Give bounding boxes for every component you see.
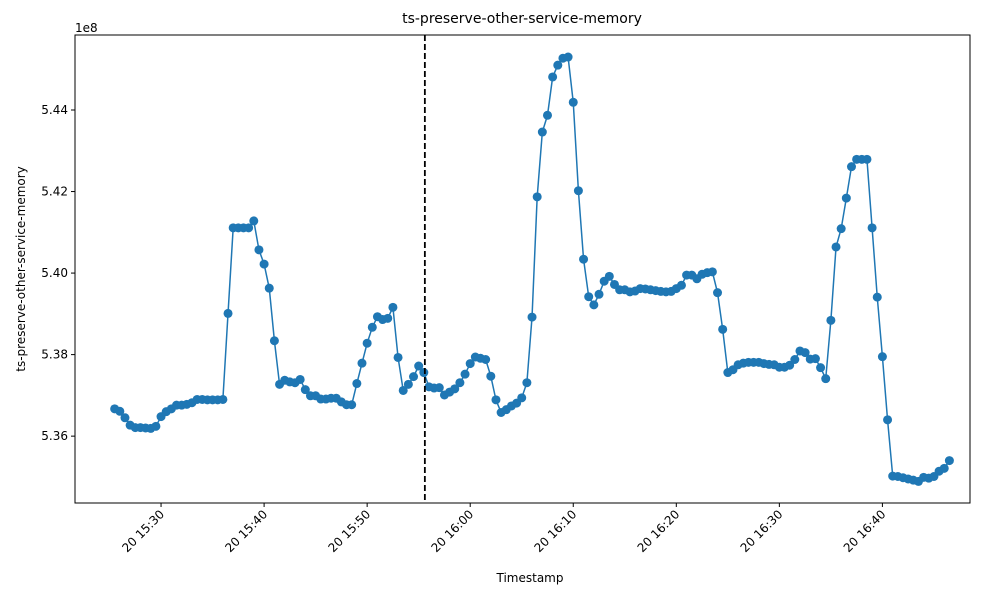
data-point bbox=[568, 97, 578, 107]
data-point bbox=[414, 361, 424, 371]
chart-title: ts-preserve-other-service-memory bbox=[402, 11, 642, 27]
data-point bbox=[259, 259, 269, 269]
y-tick-label: 5.44 bbox=[41, 103, 68, 117]
data-point bbox=[367, 322, 377, 332]
data-point bbox=[939, 463, 949, 473]
data-point bbox=[867, 223, 877, 233]
data-point bbox=[604, 271, 614, 281]
data-point bbox=[269, 336, 279, 346]
data-point bbox=[419, 368, 429, 378]
data-point bbox=[409, 372, 419, 382]
data-point bbox=[846, 162, 856, 172]
data-point bbox=[831, 242, 841, 252]
data-point bbox=[707, 267, 717, 277]
data-point bbox=[218, 394, 228, 404]
data-point bbox=[383, 313, 393, 323]
data-point bbox=[713, 288, 723, 298]
y-tick-label: 5.38 bbox=[41, 348, 68, 362]
data-point bbox=[548, 72, 558, 82]
data-point bbox=[244, 223, 254, 233]
data-point bbox=[460, 369, 470, 379]
data-point bbox=[883, 415, 893, 425]
data-point bbox=[594, 289, 604, 299]
data-point bbox=[486, 371, 496, 381]
data-point bbox=[295, 374, 305, 384]
data-point bbox=[517, 393, 527, 403]
y-tick-label: 5.36 bbox=[41, 429, 68, 443]
data-point bbox=[785, 360, 795, 370]
plot-frame bbox=[74, 34, 971, 504]
y-tick-label: 5.42 bbox=[41, 185, 68, 199]
data-point bbox=[584, 292, 594, 302]
data-point bbox=[573, 186, 583, 196]
data-point bbox=[254, 245, 264, 255]
data-point bbox=[836, 224, 846, 234]
data-point bbox=[542, 110, 552, 120]
data-point bbox=[676, 280, 686, 290]
data-point bbox=[877, 352, 887, 362]
x-axis-label: Timestamp bbox=[496, 571, 564, 585]
data-point bbox=[450, 384, 460, 394]
data-point bbox=[589, 300, 599, 310]
data-point bbox=[434, 383, 444, 393]
data-point bbox=[816, 363, 826, 373]
data-point bbox=[357, 358, 367, 368]
data-point bbox=[264, 283, 274, 293]
data-point bbox=[223, 308, 233, 318]
data-point bbox=[347, 400, 357, 410]
y-offset-label: 1e8 bbox=[75, 21, 98, 35]
data-point bbox=[527, 312, 537, 322]
data-point bbox=[800, 348, 810, 358]
data-point bbox=[393, 352, 403, 362]
data-point bbox=[841, 193, 851, 203]
data-point bbox=[249, 216, 259, 226]
data-point bbox=[300, 385, 310, 395]
data-point bbox=[481, 355, 491, 365]
data-point bbox=[115, 406, 125, 416]
data-point bbox=[537, 127, 547, 137]
data-point bbox=[388, 302, 398, 312]
data-point bbox=[553, 60, 563, 70]
data-point bbox=[790, 355, 800, 365]
data-point bbox=[491, 395, 501, 405]
data-point bbox=[465, 359, 475, 369]
y-axis-label: ts-preserve-other-service-memory bbox=[14, 166, 28, 372]
data-point bbox=[862, 154, 872, 164]
data-point bbox=[455, 378, 465, 388]
y-tick-label: 5.40 bbox=[41, 266, 68, 280]
data-point bbox=[563, 52, 573, 62]
data-point bbox=[826, 315, 836, 325]
data-point bbox=[810, 354, 820, 364]
data-point bbox=[944, 456, 954, 466]
data-point bbox=[532, 192, 542, 202]
data-point bbox=[403, 379, 413, 389]
data-point bbox=[522, 378, 532, 388]
data-point bbox=[718, 324, 728, 334]
data-point bbox=[120, 413, 130, 423]
data-point bbox=[821, 374, 831, 384]
data-point bbox=[579, 254, 589, 264]
data-point bbox=[352, 379, 362, 389]
data-point bbox=[362, 338, 372, 348]
data-point bbox=[872, 292, 882, 302]
data-point bbox=[151, 421, 161, 431]
data-point bbox=[398, 385, 408, 395]
